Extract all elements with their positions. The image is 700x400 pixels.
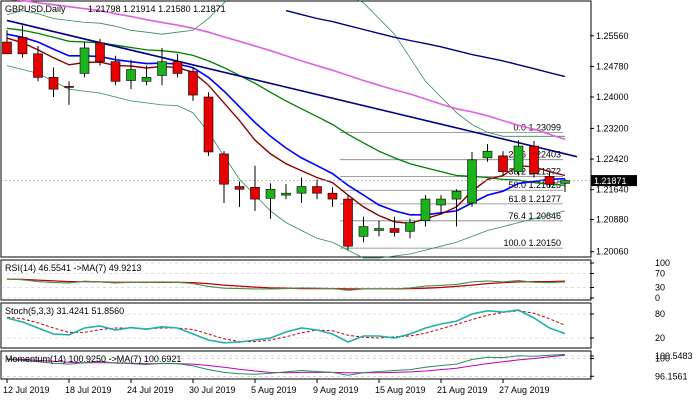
bear-candle-body <box>48 77 59 90</box>
bear-candle-body <box>389 228 400 233</box>
time-tick-label: 18 Jul 2019 <box>65 385 112 395</box>
indicator-tick-label: 100 <box>655 258 670 268</box>
indicator-tick-label: 96.1561 <box>655 371 688 381</box>
time-tick-label: 5 Aug 2019 <box>251 385 297 395</box>
bear-candle-body <box>343 198 353 247</box>
price-tick-label: 1.23200 <box>596 123 629 133</box>
indicator-tick-label: 80 <box>655 309 665 319</box>
bear-candle-body <box>234 186 245 190</box>
time-tick-label: 27 Aug 2019 <box>499 385 550 395</box>
bear-candle-body <box>64 86 74 88</box>
bull-candle-body <box>79 47 90 74</box>
time-tick-label: 15 Aug 2019 <box>375 385 426 395</box>
indicator-tick-label: 0 <box>655 293 660 303</box>
subpanel-indicators <box>6 278 566 376</box>
bull-candle-body <box>560 180 570 184</box>
bull-candle-body <box>482 150 493 159</box>
stoch-label: Stoch(5,3,3) 31.4241 51.8560 <box>5 306 124 316</box>
bear-candle-body <box>529 145 539 174</box>
fib-level-label: 50.0 1.21625 <box>508 180 561 190</box>
bull-candle-body <box>467 159 477 204</box>
indicator-tick-label: 20 <box>655 333 665 343</box>
stoch-main-line <box>6 309 566 344</box>
rsi-panel-frame <box>0 259 592 301</box>
fib-level-label: 76.4 1.20846 <box>508 211 561 221</box>
fib-level-label: 0.0 1.23099 <box>513 122 561 132</box>
price-tick-label: 1.25560 <box>596 31 629 41</box>
momentum-panel-frame <box>0 350 592 380</box>
bull-candle-body <box>374 228 384 231</box>
fib-level-label: 61.8 1.21277 <box>508 194 561 204</box>
bear-candle-body <box>219 153 229 185</box>
indicator-tick-label: 100.5483 <box>655 351 693 361</box>
bull-candle-body <box>281 192 291 196</box>
bollinger-upper-line <box>6 0 565 137</box>
bull-candle-body <box>157 61 167 76</box>
time-tick-label: 21 Aug 2019 <box>437 385 488 395</box>
bull-candle-body <box>296 186 307 194</box>
rsi-label: RSI(14) 46.5541 ->MA(7) 49.9213 <box>5 263 141 273</box>
indicator-tick-label: 30 <box>655 283 665 293</box>
bear-candle-body <box>110 61 121 82</box>
bull-candle-body <box>451 190 462 200</box>
indicator-tick-label: 100 <box>655 354 670 364</box>
bollinger-lower-line <box>6 65 566 259</box>
fib-level-label: 100.0 1.20150 <box>503 238 561 248</box>
time-tick-label: 24 Jul 2019 <box>127 385 174 395</box>
time-tick-label: 9 Aug 2019 <box>313 385 359 395</box>
candlesticks[interactable] <box>2 25 570 251</box>
bull-candle-body <box>513 145 524 172</box>
bull-candle-body <box>436 198 446 206</box>
bull-candle-body <box>420 198 431 221</box>
symbol-label: GBPUSD,Daily <box>5 4 66 14</box>
bear-candle-body <box>17 37 28 55</box>
bear-candle-body <box>312 186 322 194</box>
stoch-signal-line <box>6 310 566 343</box>
bull-candle-body <box>405 222 415 232</box>
price-tick-label: 1.21640 <box>596 185 629 195</box>
bear-candle-body <box>188 71 198 96</box>
bull-candle-body <box>141 77 152 82</box>
bear-candle-body <box>203 96 214 153</box>
bear-candle-body <box>95 42 105 62</box>
bear-candle-body <box>327 192 338 200</box>
bull-candle-body <box>265 188 276 199</box>
ohlc-label: 1.21798 1.21914 1.21580 1.21871 <box>88 4 226 14</box>
momentum-label: Momentum(14) 100.9250 ->MA(7) 100.6921 <box>5 354 181 364</box>
price-tick-label: 1.24000 <box>596 92 629 102</box>
bull-candle-body <box>126 69 136 81</box>
bear-candle-body <box>498 155 508 172</box>
bear-candle-body <box>2 41 12 55</box>
price-tick-label: 1.20880 <box>596 214 629 224</box>
momentum-line <box>6 353 566 376</box>
pink-ma-line <box>10 0 566 141</box>
indicator-tick-label: 70 <box>655 269 665 279</box>
price-tick-label: 1.22420 <box>596 154 629 164</box>
bear-candle-body <box>172 61 183 74</box>
bear-candle-body <box>250 186 260 200</box>
bull-candle-body <box>358 226 369 237</box>
bear-candle-body <box>33 53 43 78</box>
grid-layer <box>1 262 590 377</box>
price-axis: 1.25560 1.24780 1.24000 1.23200 1.22420 1.216… <box>590 31 693 381</box>
long-ma-line <box>285 9 566 78</box>
current-price-marker: 1.21871 <box>591 175 637 187</box>
time-axis: 12 Jul 2019 18 Jul 2019 24 Jul 2019 30 Jul … <box>3 379 550 395</box>
time-tick-label: 12 Jul 2019 <box>3 385 50 395</box>
price-tick-label: 1.20060 <box>596 247 629 257</box>
bear-candle-body <box>544 176 555 185</box>
momentum-ma-line <box>6 354 566 374</box>
current-price-label: 1.21871 <box>594 176 627 186</box>
price-tick-label: 1.24780 <box>596 61 629 71</box>
time-tick-label: 30 Jul 2019 <box>189 385 236 395</box>
rsi-line <box>6 278 566 291</box>
